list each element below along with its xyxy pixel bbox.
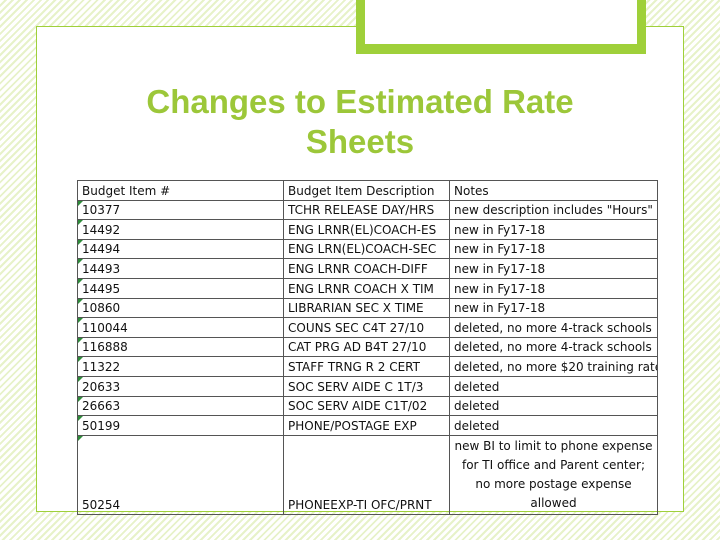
table-row: 14493 ENG LRNR COACH-DIFF new in Fy17-18 <box>77 258 658 279</box>
table-row: 10377 TCHR RELEASE DAY/HRS new descripti… <box>77 199 658 221</box>
description-cell: PHONEEXP-TI OFC/PRNT <box>283 434 450 515</box>
table-row: 14495 ENG LRNR COACH X TIM new in Fy17-1… <box>77 277 658 299</box>
budget-item-cell: 116888 <box>77 336 284 358</box>
table-row: 14492 ENG LRNR(EL)COACH-ES new in Fy17-1… <box>77 219 658 240</box>
description-cell: SOC SERV AIDE C1T/02 <box>283 395 450 417</box>
description-cell: CAT PRG AD B4T 27/10 <box>283 336 450 358</box>
notes-cell: deleted <box>449 395 658 417</box>
notes-cell: deleted <box>449 415 658 436</box>
table-row: 26663 SOC SERV AIDE C1T/02 deleted <box>77 395 658 417</box>
notes-cell: deleted <box>449 375 658 397</box>
budget-item-cell: 14493 <box>77 258 284 279</box>
budget-item-cell: 14495 <box>77 277 284 299</box>
rate-changes-table: Budget Item # Budget Item Description No… <box>77 180 658 515</box>
description-cell: ENG LRNR COACH X TIM <box>283 277 450 299</box>
notes-cell: new in Fy17-18 <box>449 238 658 260</box>
budget-item-cell: 110044 <box>77 317 284 338</box>
budget-item-cell: 11322 <box>77 356 284 377</box>
header-budget-item: Budget Item # <box>77 180 284 201</box>
table-row: 20633 SOC SERV AIDE C 1T/3 deleted <box>77 375 658 397</box>
description-cell: ENG LRN(EL)COACH-SEC <box>283 238 450 260</box>
table-row: 116888 CAT PRG AD B4T 27/10 deleted, no … <box>77 336 658 358</box>
budget-item-cell: 26663 <box>77 395 284 417</box>
description-cell: STAFF TRNG R 2 CERT <box>283 356 450 377</box>
notes-cell: deleted, no more 4-track schools <box>449 317 658 338</box>
budget-item-cell: 14492 <box>77 219 284 240</box>
slide-title: Changes to Estimated Rate Sheets <box>92 82 628 162</box>
budget-item-cell: 50254 <box>77 434 284 515</box>
slide-title-line-1: Changes to Estimated Rate <box>146 83 574 120</box>
notes-cell: new in Fy17-18 <box>449 277 658 299</box>
table-row: 11322 STAFF TRNG R 2 CERT deleted, no mo… <box>77 356 658 377</box>
table-row: 14494 ENG LRN(EL)COACH-SEC new in Fy17-1… <box>77 238 658 260</box>
notes-cell: new in Fy17-18 <box>449 219 658 240</box>
notes-cell: new in Fy17-18 <box>449 297 658 319</box>
budget-item-cell: 50199 <box>77 415 284 436</box>
description-cell: SOC SERV AIDE C 1T/3 <box>283 375 450 397</box>
table-row: 50254 PHONEEXP-TI OFC/PRNT new BI to lim… <box>77 434 658 515</box>
notes-cell: deleted, no more 4-track schools <box>449 336 658 358</box>
notes-cell: new description includes "Hours" <box>449 199 658 221</box>
description-cell: ENG LRNR(EL)COACH-ES <box>283 219 450 240</box>
budget-item-cell: 10860 <box>77 297 284 319</box>
notes-cell: new in Fy17-18 <box>449 258 658 279</box>
background-pattern-bottom <box>0 516 720 540</box>
table-row: 50199 PHONE/POSTAGE EXP deleted <box>77 415 658 436</box>
table-row: 10860 LIBRARIAN SEC X TIME new in Fy17-1… <box>77 297 658 319</box>
notes-cell: deleted, no more $20 training rate <box>449 356 658 377</box>
description-cell: TCHR RELEASE DAY/HRS <box>283 199 450 221</box>
notes-cell: new BI to limit to phone expense for TI … <box>449 434 658 515</box>
description-cell: PHONE/POSTAGE EXP <box>283 415 450 436</box>
table-header-row: Budget Item # Budget Item Description No… <box>77 180 658 201</box>
header-notes: Notes <box>449 180 658 201</box>
description-cell: ENG LRNR COACH-DIFF <box>283 258 450 279</box>
description-cell: COUNS SEC C4T 27/10 <box>283 317 450 338</box>
slide-title-line-2: Sheets <box>305 123 415 160</box>
slide-accent-tab-inner <box>365 0 637 44</box>
budget-item-cell: 20633 <box>77 375 284 397</box>
table-row: 110044 COUNS SEC C4T 27/10 deleted, no m… <box>77 317 658 338</box>
budget-item-cell: 10377 <box>77 199 284 221</box>
description-cell: LIBRARIAN SEC X TIME <box>283 297 450 319</box>
budget-item-cell: 14494 <box>77 238 284 260</box>
header-description: Budget Item Description <box>283 180 450 201</box>
